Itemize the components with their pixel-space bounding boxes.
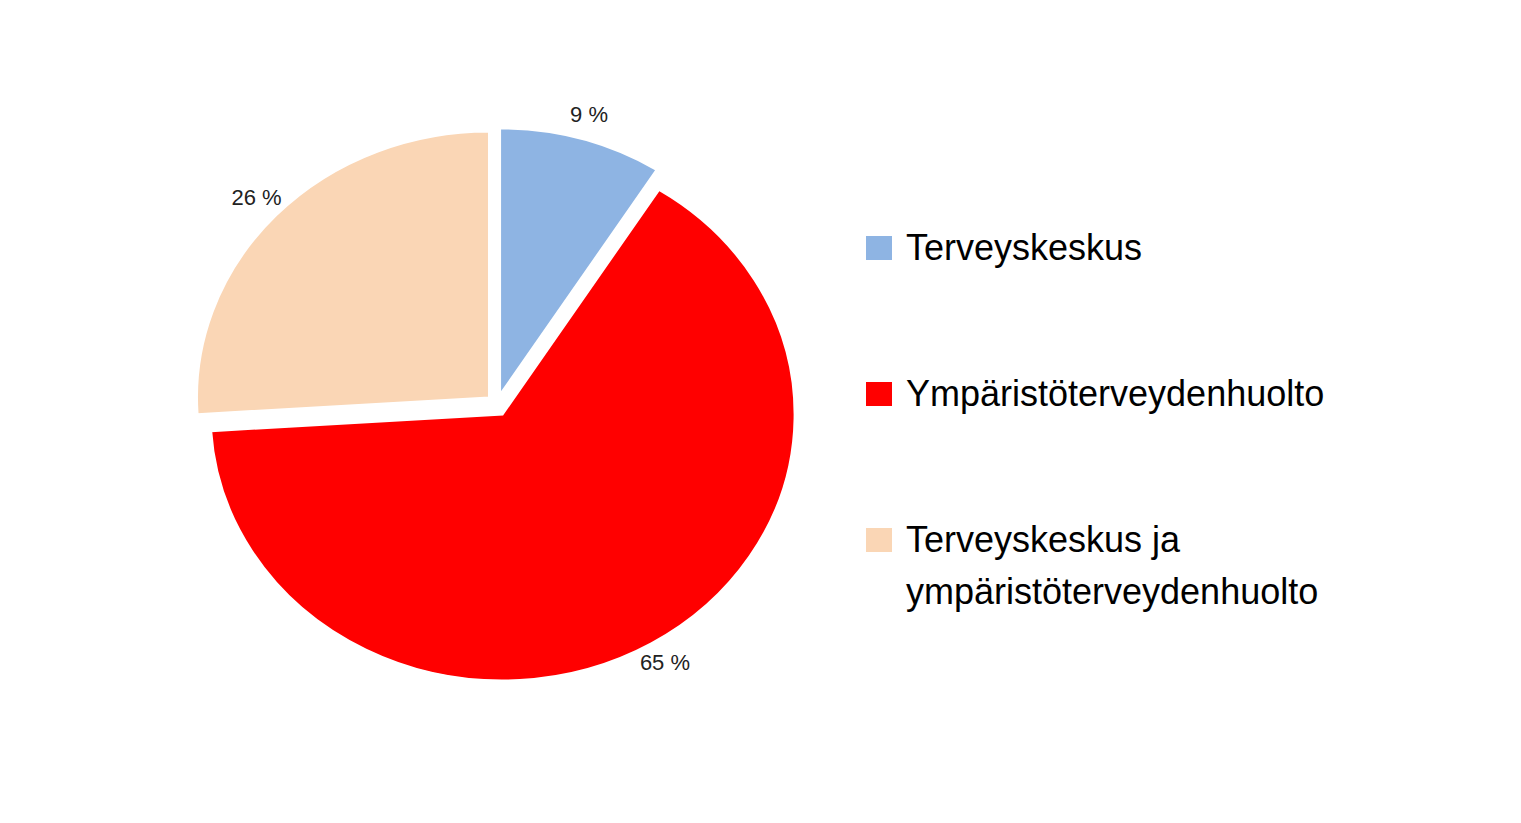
data-label: 26 % (231, 185, 281, 210)
pie-slice (197, 131, 489, 414)
legend-label: Terveyskeskus (906, 222, 1466, 274)
legend-label: Terveyskeskus ja ympäristöterveydenhuolt… (906, 514, 1466, 618)
data-label: 9 % (570, 102, 608, 127)
legend-swatch (866, 382, 892, 406)
data-label: 65 % (640, 650, 690, 675)
legend-swatch (866, 528, 892, 552)
legend-swatch (866, 236, 892, 260)
legend-label: Ympäristöterveydenhuolto (906, 368, 1466, 420)
